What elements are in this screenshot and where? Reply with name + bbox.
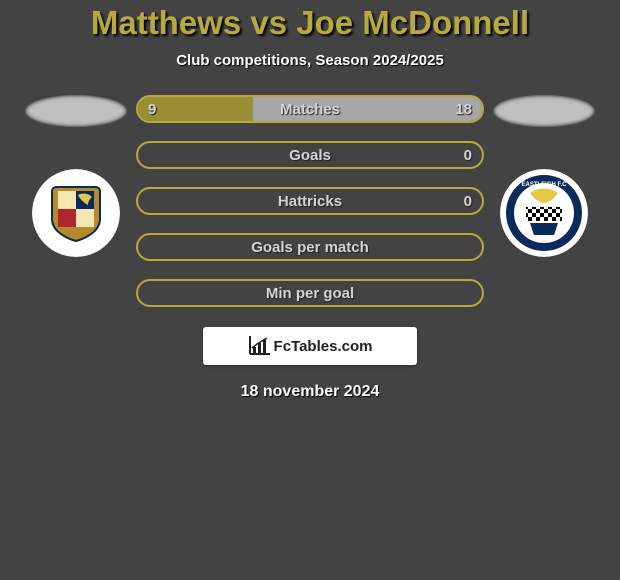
left-ellipse <box>25 95 127 127</box>
bar-value-right: 18 <box>455 97 472 121</box>
eastleigh-crest: EASTLEIGH F.C <box>500 169 588 257</box>
bar-label: Goals <box>138 143 482 167</box>
right-ellipse <box>493 95 595 127</box>
bars-column: Matches918Goals0Hattricks0Goals per matc… <box>136 95 484 307</box>
stat-bar: Min per goal <box>136 279 484 307</box>
date-text: 18 november 2024 <box>0 383 620 401</box>
bar-value-left: 9 <box>148 97 156 121</box>
stat-bar: Goals per match <box>136 233 484 261</box>
page-title: Matthews vs Joe McDonnell <box>0 4 620 42</box>
bar-label: Hattricks <box>138 189 482 213</box>
svg-text:EASTLEIGH F.C: EASTLEIGH F.C <box>521 182 567 188</box>
wealdstone-crest <box>32 169 120 257</box>
brand-text: FcTables.com <box>274 338 373 355</box>
bar-label: Goals per match <box>138 235 482 259</box>
stat-bar: Hattricks0 <box>136 187 484 215</box>
page-subtitle: Club competitions, Season 2024/2025 <box>0 52 620 69</box>
bar-value-right: 0 <box>464 143 472 167</box>
bar-value-right: 0 <box>464 189 472 213</box>
bar-label: Min per goal <box>138 281 482 305</box>
left-side <box>16 95 136 257</box>
brand-box[interactable]: FcTables.com <box>203 327 417 365</box>
stat-bar: Matches9 18 <box>136 95 484 123</box>
comparison-page: Matthews vs Joe McDonnell Club competiti… <box>0 0 620 580</box>
bar-label: Matches <box>138 97 482 121</box>
content-row: Matches918Goals0Hattricks0Goals per matc… <box>0 95 620 307</box>
bar-chart-icon <box>248 336 270 356</box>
right-side: EASTLEIGH F.C <box>484 95 604 257</box>
stat-bar: Goals0 <box>136 141 484 169</box>
